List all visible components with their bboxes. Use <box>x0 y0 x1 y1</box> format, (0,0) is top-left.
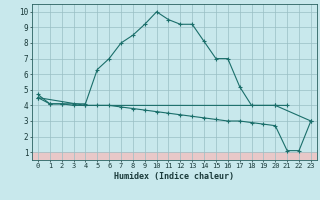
Bar <box>32 152 317 160</box>
X-axis label: Humidex (Indice chaleur): Humidex (Indice chaleur) <box>115 172 234 181</box>
